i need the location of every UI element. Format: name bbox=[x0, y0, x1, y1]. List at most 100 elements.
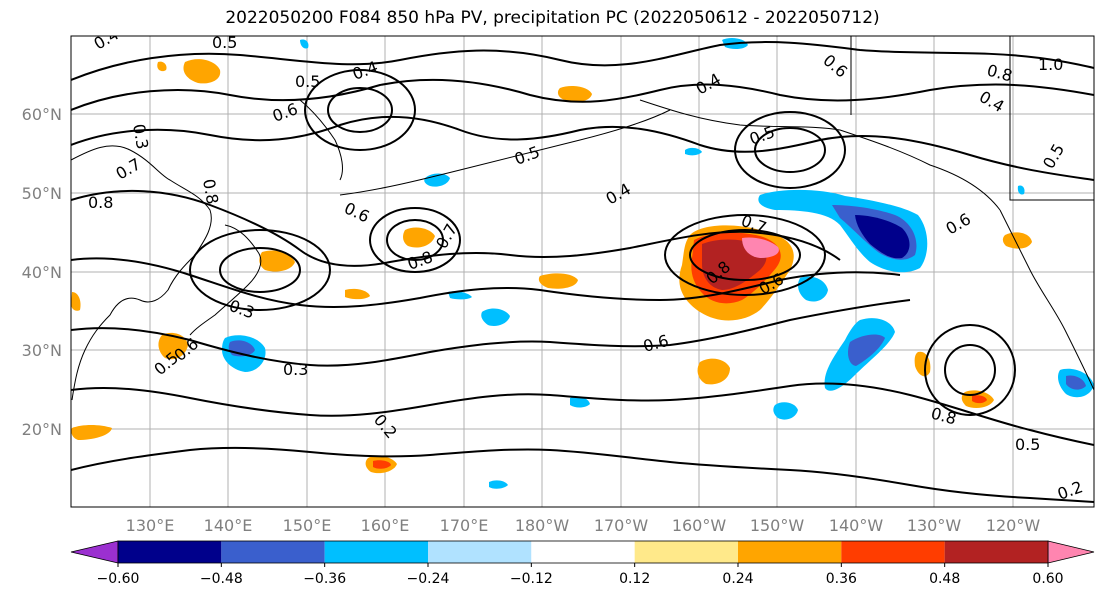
colorbar-segment bbox=[841, 541, 945, 563]
precip-negative-5 bbox=[798, 276, 828, 302]
pv-contour-3 bbox=[71, 115, 1094, 181]
contour-label: 0.3 bbox=[129, 122, 152, 150]
pv-contour-cyclone-inner bbox=[689, 229, 801, 281]
colorbar-segment bbox=[944, 541, 1048, 563]
colorbar-extend-min bbox=[70, 540, 119, 564]
colorbar-tick-label: −0.36 bbox=[303, 571, 346, 587]
colorbar-segment bbox=[634, 541, 738, 563]
precip-positive-12-high bbox=[373, 460, 391, 469]
precip-negative-9-high bbox=[1066, 375, 1086, 390]
precip-negative-7 bbox=[570, 396, 590, 408]
longitude-label: 120°W bbox=[986, 516, 1041, 535]
precip-positive-2 bbox=[157, 61, 167, 72]
precip-negative-4 bbox=[448, 291, 472, 300]
colorbar-tick-label: 0.12 bbox=[619, 571, 650, 587]
map-content: 0.4 0.5 0.5 0.4 0.6 0.7 0.8 0.3 0.8 0.6 … bbox=[71, 33, 1094, 507]
colorbar-tick-label: −0.24 bbox=[407, 571, 450, 587]
colorbar-tick-label: −0.48 bbox=[200, 571, 243, 587]
colorbar-segment bbox=[221, 541, 325, 563]
colorbar-tick-label: −0.60 bbox=[97, 571, 140, 587]
pv-contour-low-center bbox=[369, 207, 461, 273]
contour-label: 0.5 bbox=[212, 33, 237, 52]
coastline-kamchatka bbox=[299, 99, 343, 181]
colorbar-tick-label: 0.36 bbox=[826, 571, 857, 587]
longitude-label: 150°E bbox=[283, 516, 332, 535]
precip-positive-4 bbox=[403, 227, 435, 248]
longitude-labels: 130°E 140°E 150°E 160°E 170°E 180°W 170°W 160°W… bbox=[126, 516, 1041, 535]
precip-positive-central-max bbox=[742, 237, 779, 258]
precip-positive-14 bbox=[1002, 232, 1032, 249]
pv-contour-6 bbox=[71, 299, 911, 367]
pv-contour-5 bbox=[71, 257, 901, 308]
latitude-label: 20°N bbox=[22, 420, 62, 439]
coastline-alaska bbox=[639, 99, 1001, 211]
precip-negative-10 bbox=[489, 480, 508, 489]
precip-positive-5 bbox=[259, 250, 295, 272]
precip-negative-3 bbox=[481, 308, 510, 326]
precip-negative-11 bbox=[300, 39, 309, 49]
contour-label: 1.0 bbox=[1038, 55, 1063, 74]
contour-label: 0.5 bbox=[1015, 435, 1040, 454]
latitude-label: 50°N bbox=[22, 184, 62, 203]
pv-contours bbox=[71, 41, 1094, 503]
colorbar-extend-max bbox=[1047, 540, 1095, 564]
pv-contour-se-low-inner bbox=[944, 344, 996, 396]
longitude-label: 130°W bbox=[907, 516, 962, 535]
pv-contour-1 bbox=[71, 41, 1094, 81]
longitude-label: 160°W bbox=[672, 516, 727, 535]
contour-label: 0.8 bbox=[199, 177, 222, 205]
longitude-label: 150°W bbox=[750, 516, 805, 535]
longitude-label: 160°E bbox=[361, 516, 410, 535]
precip-positive-3 bbox=[557, 86, 592, 102]
contour-label: 0.3 bbox=[283, 360, 308, 379]
longitude-label: 140°W bbox=[829, 516, 884, 535]
precip-positive-13 bbox=[71, 425, 112, 440]
gridlines bbox=[71, 36, 1094, 507]
colorbar-tick-label: −0.12 bbox=[510, 571, 553, 587]
map-frame bbox=[70, 35, 1095, 508]
pv-contour-west bbox=[189, 229, 331, 311]
coastline-japan bbox=[189, 224, 262, 336]
pv-contour-nw-inner bbox=[327, 87, 393, 133]
colorbar-segment bbox=[324, 541, 428, 563]
pv-contour-ne-low-inner bbox=[754, 127, 826, 173]
latitude-label: 30°N bbox=[22, 341, 62, 360]
coastline-asia bbox=[71, 145, 212, 401]
contour-label: 0.5 bbox=[295, 72, 320, 91]
longitude-label: 170°E bbox=[440, 516, 489, 535]
coastline-north-america bbox=[999, 209, 1094, 391]
precip-negative-ne-max bbox=[855, 215, 910, 259]
precip-positive-8 bbox=[158, 332, 188, 360]
pv-contour-2 bbox=[71, 78, 1094, 111]
colorbar-segment bbox=[738, 541, 842, 563]
colorbar-frame bbox=[117, 540, 1049, 564]
colorbar-tick-label: 0.60 bbox=[1032, 571, 1063, 587]
pv-contour-low-center-inner bbox=[386, 219, 444, 261]
pv-contour-west-inner bbox=[219, 247, 301, 293]
contour-label: 0.8 bbox=[88, 193, 113, 212]
precip-negative-12 bbox=[1017, 185, 1025, 195]
contour-labels: 0.4 0.5 0.5 0.4 0.6 0.7 0.8 0.3 0.8 0.6 … bbox=[88, 33, 1085, 504]
precip-positive-6 bbox=[538, 273, 578, 289]
latitude-labels: 60°N 50°N 40°N 30°N 20°N bbox=[22, 105, 62, 439]
pv-contour-se-low bbox=[924, 324, 1016, 416]
pv-contour-cyclone bbox=[664, 214, 826, 296]
colorbar-tick-label: 0.48 bbox=[929, 571, 960, 587]
pv-contour-7 bbox=[71, 382, 1094, 446]
pv-contour-nw bbox=[304, 69, 416, 151]
precip-positive-7 bbox=[345, 288, 370, 300]
precip-negative-se-high bbox=[848, 334, 885, 366]
pv-contour-8 bbox=[71, 446, 1094, 503]
precip-positive-11-high bbox=[972, 395, 987, 404]
latitude-label: 40°N bbox=[22, 263, 62, 282]
map-title: 2022050200 F084 850 hPa PV, precipitatio… bbox=[225, 8, 880, 28]
longitude-label: 170°W bbox=[594, 516, 649, 535]
pv-contour-ne-low bbox=[734, 111, 846, 189]
colorbar-segment bbox=[428, 541, 532, 563]
precip-negative-13 bbox=[685, 147, 702, 156]
precip-negative-6 bbox=[773, 402, 798, 420]
colorbar-tick-label: 0.24 bbox=[722, 571, 753, 587]
precip-positive-1 bbox=[183, 59, 221, 84]
latitude-label: 60°N bbox=[22, 105, 62, 124]
longitude-label: 180°W bbox=[515, 516, 570, 535]
